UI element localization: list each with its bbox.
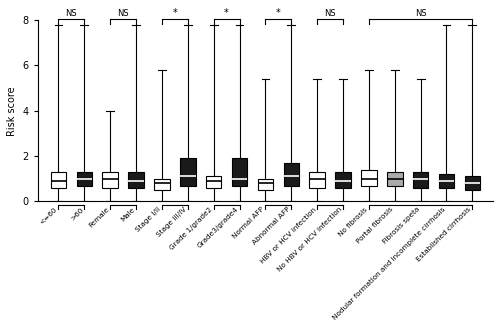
- Text: NS: NS: [415, 9, 426, 18]
- Text: *: *: [172, 8, 178, 18]
- Text: NS: NS: [118, 9, 129, 18]
- PathPatch shape: [464, 176, 480, 190]
- Text: NS: NS: [66, 9, 77, 18]
- Y-axis label: Risk score: Risk score: [7, 86, 17, 135]
- PathPatch shape: [206, 176, 222, 188]
- PathPatch shape: [413, 172, 428, 188]
- PathPatch shape: [232, 158, 248, 186]
- Text: *: *: [276, 8, 280, 18]
- PathPatch shape: [154, 179, 170, 190]
- PathPatch shape: [310, 172, 325, 188]
- PathPatch shape: [50, 172, 66, 188]
- PathPatch shape: [102, 172, 118, 188]
- PathPatch shape: [76, 172, 92, 186]
- PathPatch shape: [387, 172, 402, 186]
- Text: NS: NS: [324, 9, 336, 18]
- PathPatch shape: [361, 170, 376, 186]
- PathPatch shape: [258, 179, 273, 190]
- PathPatch shape: [128, 172, 144, 188]
- PathPatch shape: [180, 158, 196, 186]
- PathPatch shape: [438, 174, 454, 188]
- Text: *: *: [224, 8, 229, 18]
- PathPatch shape: [336, 172, 351, 188]
- PathPatch shape: [284, 163, 299, 186]
